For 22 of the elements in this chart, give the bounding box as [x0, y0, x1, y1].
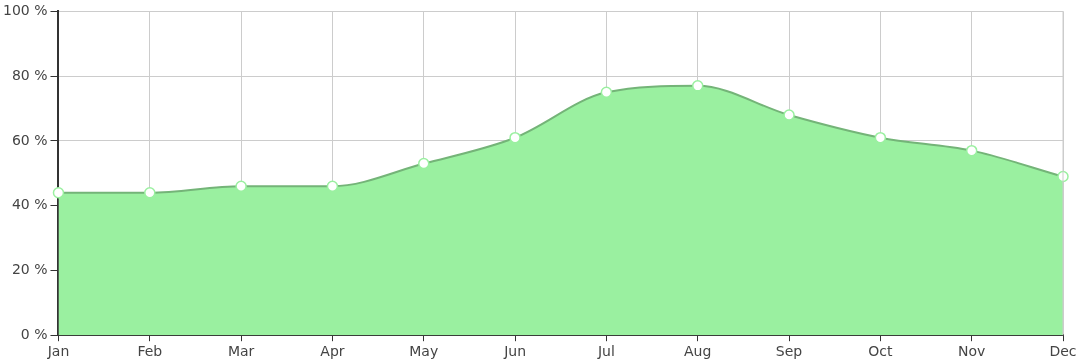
y-tick-label: 60 % — [11, 131, 48, 148]
x-tick-label: Oct — [868, 343, 893, 360]
x-tick-label: Apr — [320, 343, 345, 360]
x-tick-label: Jan — [46, 343, 70, 360]
x-tick-label: Jul — [596, 343, 615, 360]
x-tick-label: Dec — [1049, 343, 1077, 360]
point — [783, 109, 795, 121]
y-tick-label: 80 % — [11, 66, 48, 83]
y-tick-label: 40 % — [11, 196, 48, 213]
y-tick-label: 0 % — [20, 325, 48, 342]
point — [235, 180, 247, 192]
y-tick-label: 20 % — [11, 261, 48, 278]
point — [52, 186, 65, 199]
x-tick-label: Nov — [958, 343, 986, 360]
x-tick-label: Aug — [684, 343, 712, 360]
x-tick-label: Jun — [503, 343, 527, 360]
x-tick-label: Feb — [137, 343, 163, 360]
x-tick-label: Mar — [227, 343, 255, 360]
x-tick-label: May — [409, 343, 439, 360]
y-tick-label: 100 % — [2, 2, 48, 19]
point — [326, 180, 339, 192]
x-tick-label: Sep — [775, 343, 803, 360]
